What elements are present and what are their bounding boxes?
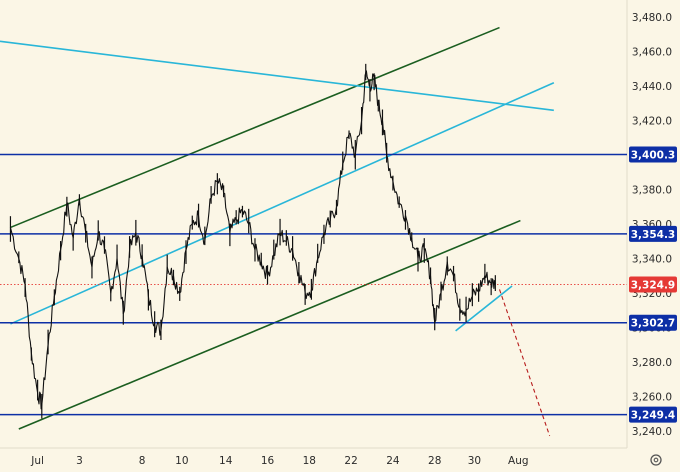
level-tag-2-box — [629, 314, 677, 331]
price-tags: 3,400.3 3,354.3 3,302.7 3,249.4 3,324.9 — [629, 146, 677, 423]
x-tick-label: 18 — [303, 455, 316, 467]
x-tick-label: 24 — [386, 455, 400, 467]
x-tick-label: 28 — [428, 455, 441, 467]
level-tag-2-label: 3,302.7 — [631, 318, 676, 330]
trendline-2[interactable] — [0, 40, 554, 112]
settings-icon[interactable] — [650, 454, 662, 466]
settings-icon-ring — [650, 454, 662, 466]
x-tick-label: 10 — [175, 455, 188, 467]
y-tick-label: 3,440.0 — [632, 81, 672, 93]
x-tick-label: 30 — [468, 455, 481, 467]
y-tick-label: 3,460.0 — [632, 47, 672, 59]
horizontal-levels — [0, 153, 627, 416]
y-tick-label: 3,480.0 — [632, 12, 672, 24]
x-tick-label: 22 — [344, 455, 357, 467]
level-tag-0-box — [629, 146, 677, 163]
current-price-tag-label: 3,324.9 — [631, 279, 676, 291]
time-axis[interactable]: Jul 3 8 10 14 16 18 22 24 28 30 Aug — [30, 455, 528, 467]
x-tick-label: 3 — [76, 455, 83, 467]
price-series — [9, 63, 496, 419]
level-tag-1-label: 3,354.3 — [631, 229, 676, 241]
level-tag-0-label: 3,400.3 — [631, 150, 676, 162]
y-tick-label: 3,380.0 — [632, 185, 672, 197]
x-tick-label: 14 — [219, 455, 233, 467]
trendline-1[interactable] — [18, 219, 521, 430]
level-tag-3-label: 3,249.4 — [631, 410, 676, 422]
settings-icon-hub — [653, 457, 659, 463]
y-tick-label: 3,280.0 — [632, 357, 672, 369]
x-tick-label: 16 — [261, 455, 275, 467]
x-tick-label: Aug — [508, 455, 529, 467]
x-tick-label: Jul — [30, 455, 44, 467]
y-tick-label: 3,420.0 — [632, 116, 672, 128]
trendline-0[interactable] — [10, 26, 500, 229]
level-tag-3-box — [629, 406, 677, 423]
y-tick-label: 3,260.0 — [632, 391, 672, 403]
y-tick-label: 3,240.0 — [632, 426, 672, 438]
level-tag-1-box — [629, 225, 677, 242]
projection-line — [498, 289, 551, 437]
y-tick-label: 3,340.0 — [632, 253, 672, 265]
projection-line[interactable] — [498, 289, 551, 437]
trendlines — [0, 26, 555, 430]
trendline-3[interactable] — [10, 81, 555, 325]
x-tick-label: 8 — [139, 455, 146, 467]
current-price-tag-box — [629, 276, 677, 293]
